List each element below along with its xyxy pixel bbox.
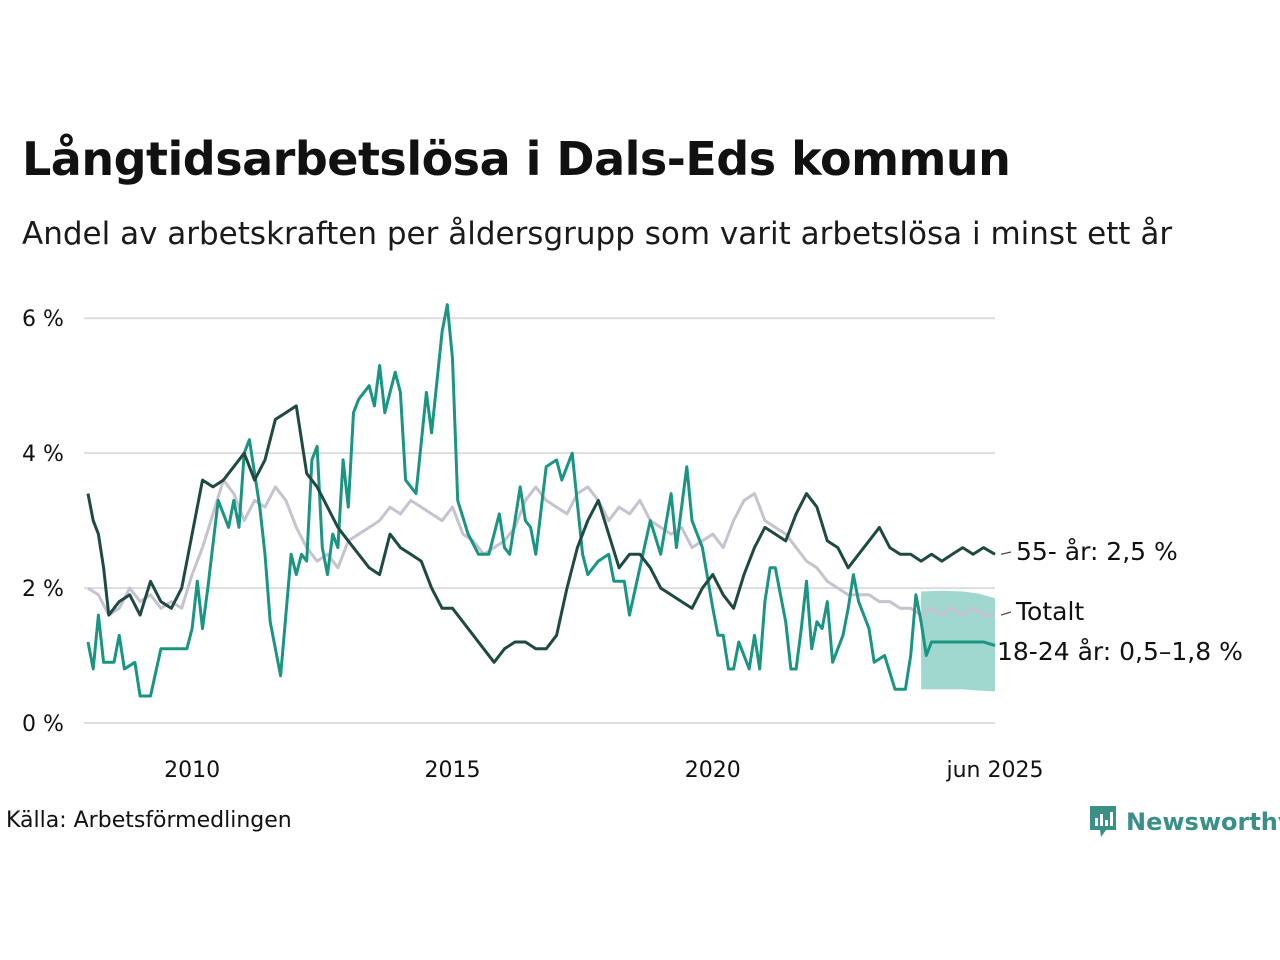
x-tick-label: 2015 — [424, 758, 480, 783]
series-line-18-24 — [86, 303, 996, 698]
source-note: Källa: Arbetsförmedlingen — [6, 808, 292, 833]
series-lines — [86, 303, 996, 698]
series-end-label: 18-24 år: 0,5–1,8 % — [997, 637, 1243, 666]
newsworthy-logo-icon — [1090, 806, 1116, 837]
grid-lines — [84, 317, 995, 724]
y-tick-label: 2 % — [22, 577, 64, 602]
brand-name: Newsworthy — [1126, 808, 1280, 836]
x-tick-label: 2010 — [164, 758, 220, 783]
y-tick-label: 4 % — [22, 442, 64, 467]
x-tick-label: 2020 — [685, 758, 741, 783]
series-end-label: 55- år: 2,5 % — [1016, 537, 1178, 566]
series-end-label: Totalt — [1015, 597, 1084, 626]
series-line-55 — [86, 404, 996, 664]
label-leader-line — [1000, 611, 1012, 616]
y-axis-ticks: 0 % 2 % 4 % 6 % — [22, 307, 64, 737]
x-axis-ticks: 2010 2015 2020 jun 2025 — [164, 758, 1043, 783]
x-tick-label: jun 2025 — [946, 758, 1044, 783]
series-labels: Totalt 55- år: 2,5 % 18-24 år: 0,5–1,8 % — [997, 537, 1243, 666]
chart-title: Långtidsarbetslösa i Dals-Eds kommun — [22, 132, 1011, 186]
y-tick-label: 0 % — [22, 712, 64, 737]
label-leader-line — [1000, 551, 1012, 555]
y-tick-label: 6 % — [22, 307, 64, 332]
brand-logo[interactable]: Newsworthy — [1088, 804, 1280, 840]
chart-subtitle: Andel av arbetskraften per åldersgrupp s… — [22, 216, 1173, 252]
